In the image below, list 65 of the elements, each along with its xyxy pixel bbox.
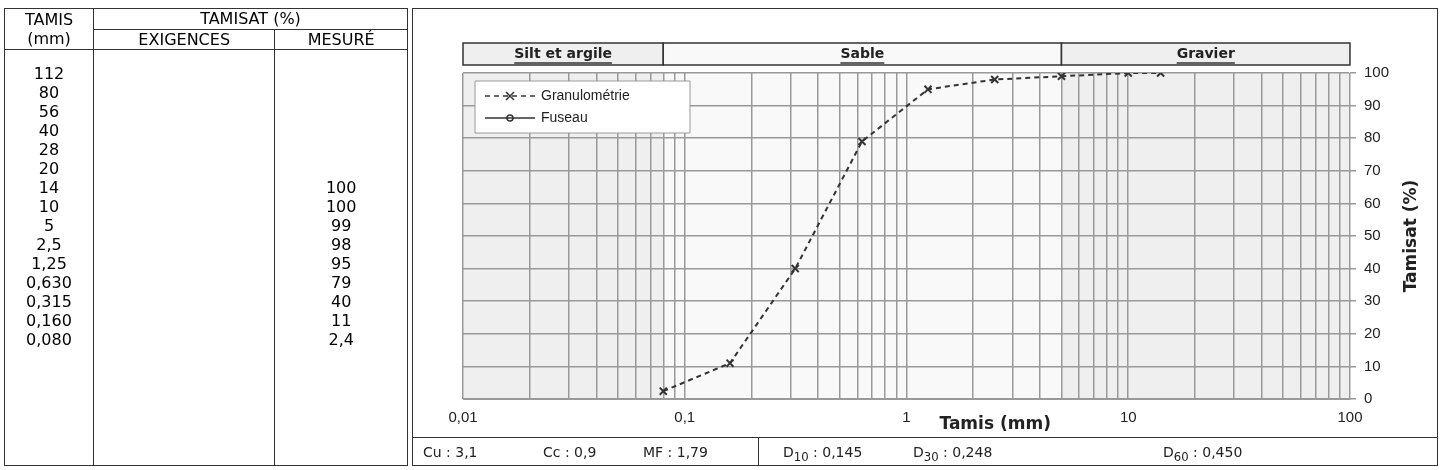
point (923, 84, 933, 94)
legend-label: Fuseau (541, 108, 588, 125)
category-label: 10 (37, 196, 61, 216)
x-tick-label: 1 (902, 408, 911, 426)
category-label: 5 (42, 215, 56, 235)
text: D$_{30}$ : 0,248 (913, 444, 993, 464)
category-label: 0,160 (25, 310, 73, 330)
band-label: Sable (840, 44, 885, 61)
text: Cu : 3,1 (423, 444, 478, 460)
y-tick-label: 60 (1363, 193, 1381, 211)
y-tick-label: 10 (1363, 356, 1381, 374)
category-label: 56 (37, 101, 61, 121)
text: 100 (325, 177, 357, 197)
category-label: 112 (32, 62, 66, 83)
band-label: Silt et argile (514, 44, 613, 61)
category-label: 40 (37, 120, 61, 140)
text: TAMISAT (%) (93, 9, 407, 29)
x-tick-label: 100 (1337, 408, 1363, 426)
category-label: 20 (37, 158, 61, 178)
y-tick-label: 70 (1363, 160, 1381, 178)
x-tick-label: 0,1 (674, 408, 696, 426)
x-axis-title: Tamis (mm) (939, 413, 1051, 434)
x-tick-label: 0,01 (448, 408, 478, 426)
text: TAMIS (24, 9, 74, 29)
text: 98 (331, 234, 352, 254)
category-label: 2,5 (35, 234, 63, 254)
point (1056, 73, 1067, 81)
band-label: Gravier (1176, 44, 1235, 61)
y-tick-label: 80 (1363, 128, 1381, 146)
category-label: 28 (37, 139, 61, 159)
text: MF : 1,79 (643, 444, 708, 460)
point (857, 136, 867, 146)
text: 99 (331, 215, 352, 235)
y-tick-label: 100 (1363, 63, 1389, 81)
point (725, 358, 735, 368)
category-label: 0,315 (25, 291, 73, 311)
text: 40 (331, 291, 352, 311)
text: (mm) (27, 28, 71, 48)
y-tick-label: 40 (1363, 258, 1381, 276)
category-label: 1,25 (30, 253, 68, 273)
category-label: 0,080 (25, 329, 73, 349)
text: 11 (331, 310, 352, 330)
legend-label: Granulométrie (541, 86, 630, 103)
point (658, 386, 668, 396)
x-tick-label: 10 (1119, 408, 1137, 426)
category-label: 80 (37, 82, 61, 102)
point (990, 74, 1000, 85)
text: 100 (325, 196, 357, 216)
text: 95 (331, 253, 352, 273)
text: EXIGENCES (93, 29, 275, 49)
y-tick-label: 20 (1363, 323, 1381, 341)
y-tick-label: 90 (1363, 95, 1381, 113)
y-tick-label: 30 (1363, 291, 1381, 309)
category-label: 0,630 (25, 272, 73, 292)
text: 2,4 (328, 329, 354, 349)
point (790, 264, 800, 274)
text: D$_{60}$ : 0,450 (1163, 444, 1243, 464)
text: MESURÉ (274, 29, 407, 49)
text: Cc : 0,9 (543, 444, 597, 460)
text: D$_{10}$ : 0,145 (783, 444, 863, 464)
y-axis-title: Tamisat (%) (1400, 179, 1421, 293)
y-tick-label: 50 (1363, 226, 1381, 244)
y-tick-label: 0 (1363, 389, 1373, 407)
text: 79 (331, 272, 352, 292)
category-label: 14 (37, 177, 61, 197)
